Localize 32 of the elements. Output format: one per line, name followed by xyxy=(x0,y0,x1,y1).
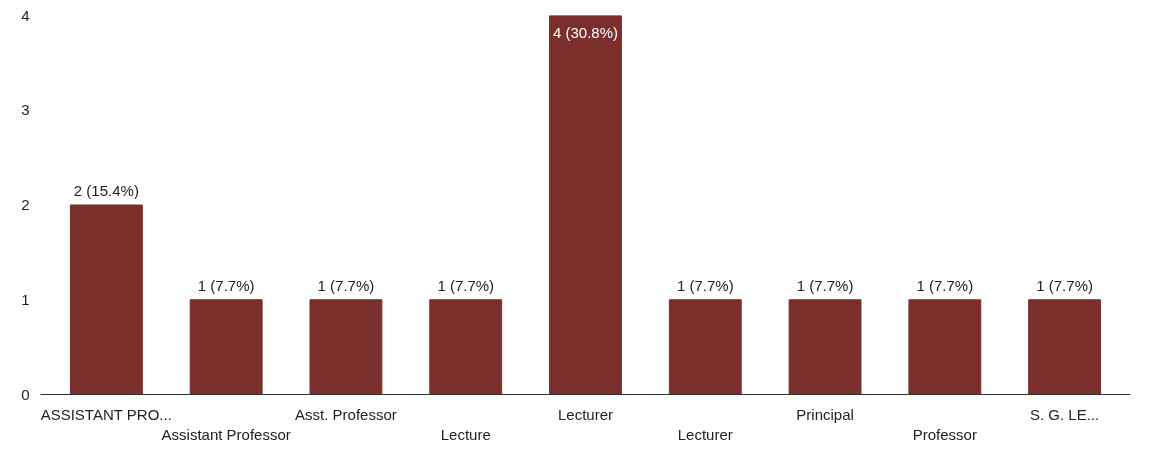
y-tick-label: 2 xyxy=(21,196,30,213)
bar xyxy=(1028,299,1102,395)
bar xyxy=(69,204,143,395)
data-label: 2 (15.4%) xyxy=(73,182,139,199)
data-label: 1 (7.7%) xyxy=(916,276,974,294)
data-label: 1 (7.7%) xyxy=(1036,276,1093,294)
y-tick-label: 1 xyxy=(21,290,30,308)
bar xyxy=(429,299,503,395)
x-tick-label: ASSISTANT PRO... xyxy=(40,405,172,423)
data-label: 1 (7.7%) xyxy=(676,276,734,294)
data-label: 1 (7.7%) xyxy=(317,276,375,294)
y-tick-label: 0 xyxy=(21,385,30,403)
y-tick-label: 4 xyxy=(21,6,30,24)
data-label: 1 (7.7%) xyxy=(796,276,854,294)
bar xyxy=(309,299,383,395)
bar xyxy=(668,299,742,395)
x-tick-label: Assistant Professor xyxy=(161,425,291,443)
bar xyxy=(788,299,862,395)
bar xyxy=(908,299,982,395)
y-tick-label: 3 xyxy=(21,101,30,119)
x-tick-label: Lecture xyxy=(440,425,491,443)
x-tick-label: Professor xyxy=(912,425,977,443)
x-tick-label: Principal xyxy=(796,405,854,423)
data-label: 1 (7.7%) xyxy=(437,276,495,294)
x-tick-label: Lecturer xyxy=(677,425,733,443)
x-tick-label: Asst. Professor xyxy=(295,405,397,423)
bar xyxy=(189,299,263,395)
x-tick-label: Lecturer xyxy=(557,405,614,423)
x-tick-label: S. G. LE... xyxy=(1030,405,1100,423)
data-label: 1 (7.7%) xyxy=(197,276,255,294)
data-label: 4 (30.8%) xyxy=(552,23,619,41)
bar xyxy=(549,15,622,395)
